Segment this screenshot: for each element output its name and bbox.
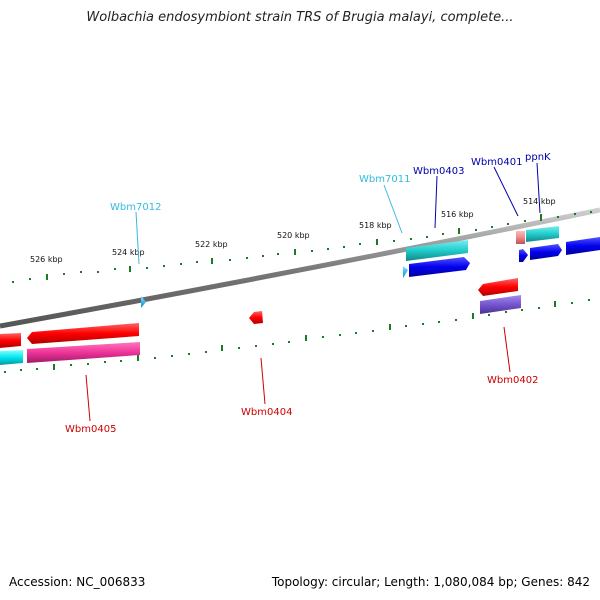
gene-feature-wbm0404[interactable] xyxy=(249,311,263,324)
gene-feature-blue-edge[interactable] xyxy=(566,237,600,255)
gene-feature-wbm0401[interactable] xyxy=(519,249,528,262)
gene-label-wbm7011[interactable]: Wbm7011 xyxy=(359,174,410,185)
gene-feature-wbm7012[interactable] xyxy=(141,296,146,308)
gene-feature-wbm7011[interactable] xyxy=(403,266,408,278)
gene-label-wbm0402[interactable]: Wbm0402 xyxy=(487,375,538,386)
gene-feature-cyan-left-edge[interactable] xyxy=(0,350,23,365)
tick-label-518: 518 kbp xyxy=(359,221,392,230)
gene-feature-wbm0403[interactable] xyxy=(409,257,470,277)
outer-tick-track xyxy=(12,211,592,283)
gene-label-wbm0401[interactable]: Wbm0401 xyxy=(471,157,522,168)
gene-feature-magenta[interactable] xyxy=(27,342,140,363)
tick-label-520: 520 kbp xyxy=(277,231,310,240)
gene-feature-red-left-edge[interactable] xyxy=(0,333,21,348)
gene-label-wbm7012[interactable]: Wbm7012 xyxy=(110,202,161,213)
tick-label-524: 524 kbp xyxy=(112,248,145,257)
gene-label-wbm0404[interactable]: Wbm0404 xyxy=(241,407,292,418)
tick-label-516: 516 kbp xyxy=(441,210,474,219)
genome-backbone xyxy=(0,207,600,329)
genome-summary: Topology: circular; Length: 1,080,084 bp… xyxy=(271,575,590,589)
gene-label-wbm0403[interactable]: Wbm0403 xyxy=(413,166,464,177)
gene-feature-purple[interactable] xyxy=(480,295,521,314)
gene-feature-ppnk[interactable] xyxy=(526,226,559,242)
label-leaders xyxy=(85,162,541,422)
gene-label-ppnk[interactable]: ppnK xyxy=(525,152,551,163)
gene-label-wbm0405[interactable]: Wbm0405 xyxy=(65,424,116,435)
tick-label-526: 526 kbp xyxy=(30,255,63,264)
gene-feature-teal-516[interactable] xyxy=(406,240,468,261)
gene-feature-blue-514[interactable] xyxy=(530,244,562,260)
inner-tick-track xyxy=(4,299,590,373)
accession-label: Accession: NC_006833 xyxy=(9,575,146,589)
gene-feature-wbm0402[interactable] xyxy=(478,278,518,296)
map-title: Wolbachia endosymbiont strain TRS of Bru… xyxy=(86,10,514,25)
gene-feature-wbm0405[interactable] xyxy=(27,323,139,344)
gene-feature-pink-514[interactable] xyxy=(516,231,525,244)
tick-label-522: 522 kbp xyxy=(195,240,228,249)
